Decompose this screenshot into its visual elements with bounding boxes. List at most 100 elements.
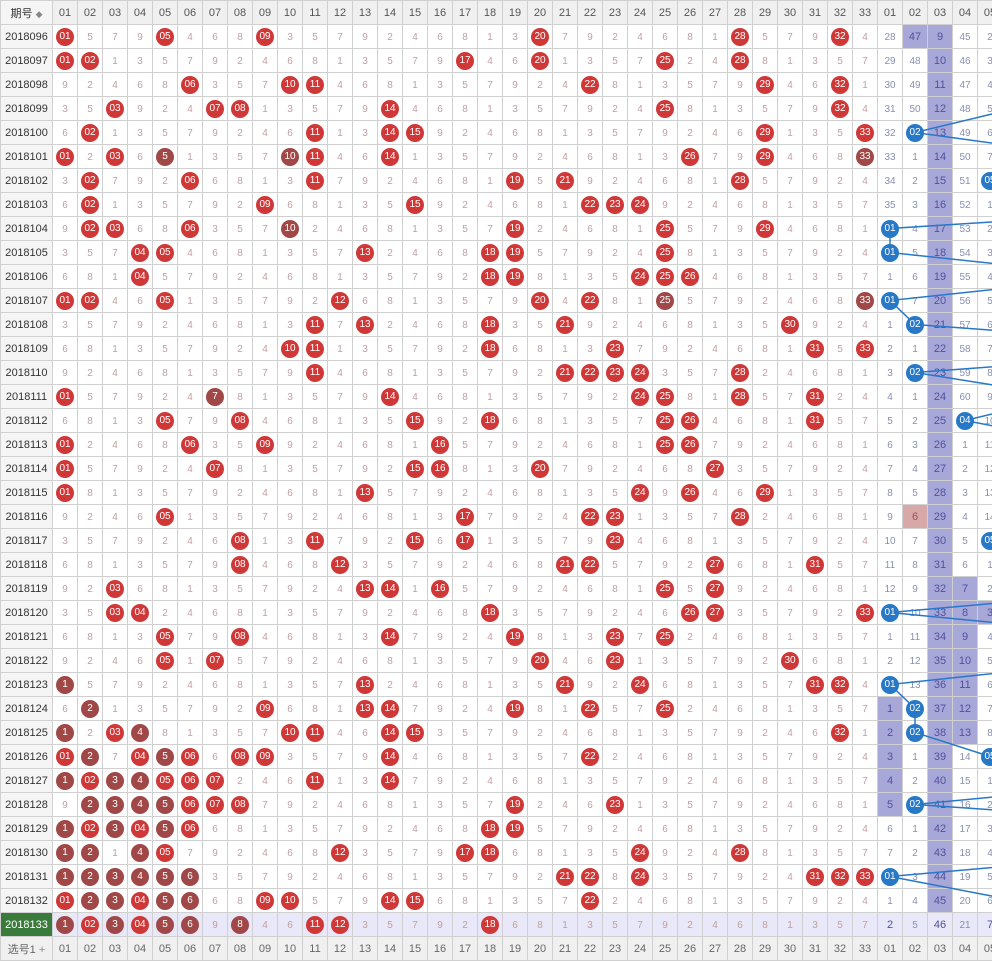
red-ball: 26: [681, 436, 699, 454]
footer-blue-cell[interactable]: 05: [978, 937, 992, 961]
blue-cell: 45: [953, 25, 978, 49]
footer-label[interactable]: 选号1 +: [1, 937, 53, 961]
miss-count: 5: [762, 680, 768, 691]
blue-cell: 1: [878, 889, 903, 913]
miss-count: 3: [212, 368, 218, 379]
maroon-ball: 3: [106, 796, 124, 814]
red-cell: 6: [353, 145, 378, 169]
footer-red-cell[interactable]: 32: [828, 937, 853, 961]
footer-red-cell[interactable]: 06: [178, 937, 203, 961]
miss-count: 9: [812, 320, 818, 331]
footer-red-cell[interactable]: 28: [728, 937, 753, 961]
footer-red-cell[interactable]: 24: [628, 937, 653, 961]
footer-red-cell[interactable]: 16: [428, 937, 453, 961]
red-cell: 1: [403, 649, 428, 673]
red-cell: 7: [253, 865, 278, 889]
miss-count: 7: [262, 512, 268, 523]
footer-red-cell[interactable]: 11: [303, 937, 328, 961]
red-cell: 2: [78, 649, 103, 673]
period-cell: 2018096: [1, 25, 53, 49]
red-ball: 15: [406, 412, 424, 430]
footer-red-cell[interactable]: 27: [703, 937, 728, 961]
miss-count: 4: [862, 752, 868, 763]
footer-red-cell[interactable]: 19: [503, 937, 528, 961]
red-cell: 5: [528, 889, 553, 913]
footer-red-cell[interactable]: 23: [603, 937, 628, 961]
footer-blue-cell[interactable]: 02: [903, 937, 928, 961]
red-cell: 02: [78, 217, 103, 241]
footer-red-cell[interactable]: 17: [453, 937, 478, 961]
footer-red-cell[interactable]: 02: [78, 937, 103, 961]
miss-count: 8: [612, 80, 618, 91]
miss-count: 4: [862, 896, 868, 907]
blue-cell: 6: [903, 505, 928, 529]
red-cell: 8: [528, 625, 553, 649]
red-cell: 13: [353, 673, 378, 697]
red-ball: 24: [631, 388, 649, 406]
footer-blue-cell[interactable]: 04: [953, 937, 978, 961]
period-cell: 2018131: [1, 865, 53, 889]
red-cell: 6: [578, 145, 603, 169]
footer-red-cell[interactable]: 12: [328, 937, 353, 961]
red-cell: 01: [53, 25, 78, 49]
footer-red-cell[interactable]: 25: [653, 937, 678, 961]
red-cell: 2: [678, 625, 703, 649]
miss-count: 2: [612, 104, 618, 115]
footer-red-cell[interactable]: 14: [378, 937, 403, 961]
footer-red-cell[interactable]: 18: [478, 937, 503, 961]
blue-cell: 29: [928, 505, 953, 529]
blue-ball: 02: [906, 724, 924, 742]
footer-red-cell[interactable]: 01: [53, 937, 78, 961]
footer-red-cell[interactable]: 09: [253, 937, 278, 961]
footer-red-cell[interactable]: 03: [103, 937, 128, 961]
miss-count: 5: [762, 104, 768, 115]
red-ball: 04: [131, 916, 149, 934]
miss-count: 8: [537, 848, 543, 859]
red-cell: 5: [678, 577, 703, 601]
red-cell: 4: [103, 361, 128, 385]
footer-red-cell[interactable]: 05: [153, 937, 178, 961]
red-cell: 3: [803, 697, 828, 721]
red-cell: 4: [478, 121, 503, 145]
red-cell: 3: [803, 481, 828, 505]
red-cell: 4: [553, 433, 578, 457]
red-cell: 1: [103, 265, 128, 289]
period-header[interactable]: 期号 ◆: [1, 1, 53, 25]
miss-count: 3: [212, 296, 218, 307]
red-cell: 3: [803, 769, 828, 793]
footer-red-cell[interactable]: 13: [353, 937, 378, 961]
footer-red-cell[interactable]: 22: [578, 937, 603, 961]
footer-red-cell[interactable]: 08: [228, 937, 253, 961]
footer-red-cell[interactable]: 30: [778, 937, 803, 961]
footer-red-cell[interactable]: 29: [753, 937, 778, 961]
footer-red-cell[interactable]: 33: [853, 937, 878, 961]
red-cell: 4: [103, 505, 128, 529]
red-ball: 24: [631, 844, 649, 862]
miss-count: 2: [762, 296, 768, 307]
red-cell: 5: [78, 241, 103, 265]
miss-count: 8: [837, 800, 843, 811]
miss-count: 2: [387, 176, 393, 187]
footer-red-cell[interactable]: 07: [203, 937, 228, 961]
red-cell: 7: [328, 673, 353, 697]
red-cell: 8: [528, 913, 553, 937]
footer-red-cell[interactable]: 10: [278, 937, 303, 961]
red-cell: 3: [803, 265, 828, 289]
red-cell: 3: [53, 241, 78, 265]
red-cell: 33: [853, 145, 878, 169]
miss-count: 6: [362, 296, 368, 307]
red-cell: 1: [478, 889, 503, 913]
red-cell: 2: [453, 625, 478, 649]
footer-blue-cell[interactable]: 01: [878, 937, 903, 961]
footer-blue-cell[interactable]: 03: [928, 937, 953, 961]
footer-red-cell[interactable]: 21: [553, 937, 578, 961]
miss-count: 9: [287, 656, 293, 667]
footer-red-cell[interactable]: 26: [678, 937, 703, 961]
miss-count: 9: [287, 800, 293, 811]
footer-red-cell[interactable]: 04: [128, 937, 153, 961]
footer-red-cell[interactable]: 31: [803, 937, 828, 961]
red-cell: 1: [403, 505, 428, 529]
footer-red-cell[interactable]: 20: [528, 937, 553, 961]
red-cell: 1: [53, 841, 78, 865]
footer-red-cell[interactable]: 15: [403, 937, 428, 961]
